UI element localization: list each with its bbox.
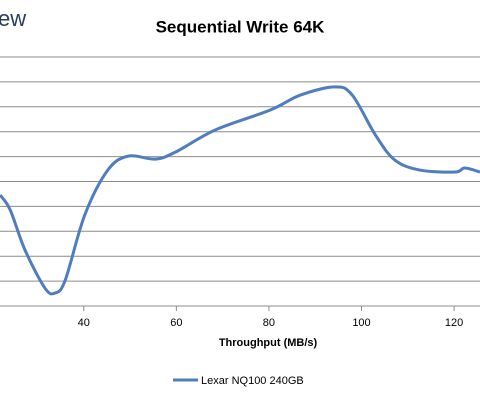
- chart-title: Sequential Write 64K: [156, 17, 326, 36]
- logo: ew: [0, 6, 26, 31]
- x-tick-label: 40: [78, 317, 90, 329]
- data-line: [0, 85, 480, 296]
- x-tick-label: 120: [445, 317, 463, 329]
- legend-label: Lexar NQ100 240GB: [201, 375, 304, 387]
- x-tick-label: 60: [170, 317, 182, 329]
- x-tick-label: 100: [352, 317, 370, 329]
- x-axis-label: Throughput (MB/s): [219, 337, 318, 349]
- x-tick-label: 80: [263, 317, 275, 329]
